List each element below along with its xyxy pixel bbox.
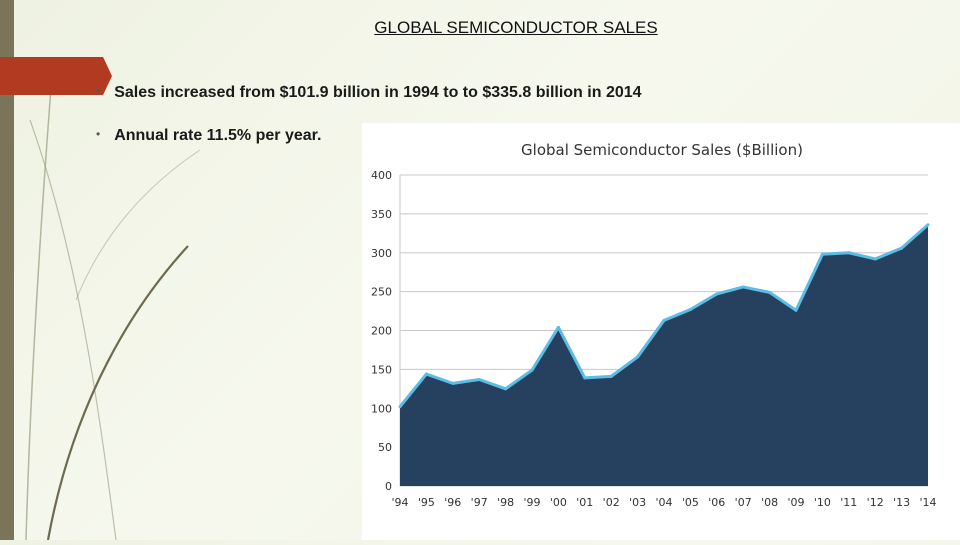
bullet-item: • Sales increased from $101.9 billion in …: [96, 84, 642, 102]
data-point: [688, 308, 692, 312]
y-tick-label: 0: [385, 480, 392, 493]
x-tick-label: '94: [391, 496, 408, 509]
left-accent-bar: [0, 0, 14, 540]
decorative-swoosh: [25, 74, 201, 540]
x-tick-label: '14: [919, 496, 936, 509]
chart-panel: Global Semiconductor Sales ($Billion) 0 5…: [362, 123, 960, 540]
bullet-dot-icon: •: [96, 84, 101, 98]
data-point: [477, 377, 481, 381]
data-point: [768, 290, 772, 294]
x-tick-label: '96: [444, 496, 461, 509]
bullet-item: • Annual rate 11.5% per year.: [96, 127, 321, 145]
data-point: [530, 368, 534, 372]
data-point: [609, 374, 613, 378]
x-tick-label: '06: [708, 496, 725, 509]
area-fill: [400, 224, 928, 486]
x-tick-label: '13: [893, 496, 910, 509]
y-tick-label: 350: [371, 208, 392, 221]
y-tick-label: 400: [371, 169, 392, 182]
data-point: [847, 251, 851, 255]
data-point: [583, 376, 587, 380]
data-point: [794, 308, 798, 312]
y-tick-label: 50: [378, 441, 392, 454]
bullet-dot-icon: •: [96, 127, 101, 141]
data-point: [424, 372, 428, 376]
data-point: [662, 318, 666, 322]
data-point: [398, 405, 402, 409]
x-tick-label: '02: [603, 496, 620, 509]
x-tick-label: '04: [655, 496, 672, 509]
data-point: [715, 292, 719, 296]
data-point: [926, 223, 930, 227]
x-tick-label: '99: [523, 496, 540, 509]
y-tick-label: 100: [371, 402, 392, 415]
data-point: [556, 325, 560, 329]
slide-title: GLOBAL SEMICONDUCTOR SALES: [374, 18, 658, 37]
data-point: [900, 246, 904, 250]
x-tick-label: '95: [418, 496, 435, 509]
x-tick-label: '09: [787, 496, 804, 509]
accent-tab: [0, 57, 112, 95]
x-tick-label: '01: [576, 496, 593, 509]
x-tick-label: '98: [497, 496, 514, 509]
x-tick-label: '11: [840, 496, 857, 509]
data-point: [741, 285, 745, 289]
x-tick-label: '12: [867, 496, 884, 509]
data-point: [873, 257, 877, 261]
y-tick-label: 300: [371, 247, 392, 260]
x-tick-label: '08: [761, 496, 778, 509]
x-tick-label: '00: [550, 496, 567, 509]
x-tick-label: '03: [629, 496, 646, 509]
data-point: [636, 355, 640, 359]
y-tick-label: 200: [371, 325, 392, 338]
data-point: [820, 252, 824, 256]
x-tick-label: '97: [471, 496, 488, 509]
bullet-text: Annual rate 11.5% per year.: [114, 127, 322, 144]
x-tick-label: '05: [682, 496, 699, 509]
data-point: [504, 387, 508, 391]
x-tick-label: '10: [814, 496, 831, 509]
y-tick-label: 150: [371, 363, 392, 376]
y-tick-label: 250: [371, 286, 392, 299]
sales-chart: Global Semiconductor Sales ($Billion) 0 5…: [371, 141, 937, 509]
bullet-text: Sales increased from $101.9 billion in 1…: [114, 84, 642, 101]
x-tick-label: '07: [735, 496, 752, 509]
chart-title: Global Semiconductor Sales ($Billion): [521, 141, 803, 159]
data-point: [451, 381, 455, 385]
